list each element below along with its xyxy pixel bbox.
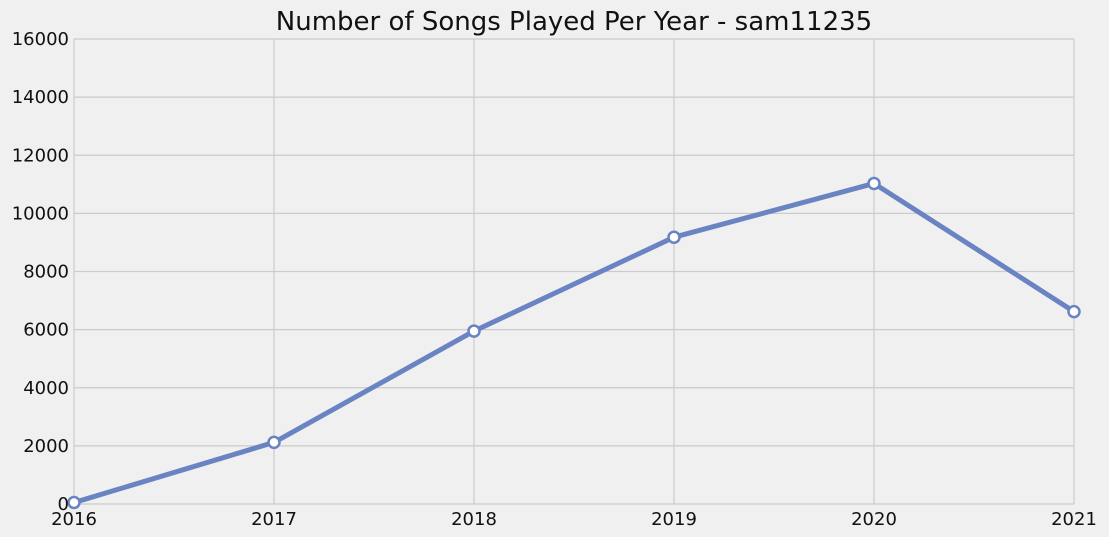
y-tick-label: 14000 <box>12 87 69 108</box>
x-tick-label: 2021 <box>1051 509 1097 530</box>
data-point <box>667 230 681 244</box>
x-axis-ticks: 2016 2017 2018 2019 2020 2021 <box>51 509 1097 530</box>
y-tick-label: 2000 <box>23 436 69 457</box>
x-tick-label: 2018 <box>451 509 497 530</box>
data-point <box>1067 304 1081 319</box>
x-tick-label: 2017 <box>251 509 297 530</box>
y-tick-label: 0 <box>58 494 69 515</box>
x-tick-label: 2020 <box>851 509 897 530</box>
grid-lines <box>73 38 1075 505</box>
data-point <box>467 324 481 338</box>
y-axis-ticks: 0 2000 4000 6000 8000 10000 12000 14000 16000 <box>12 29 69 515</box>
data-point <box>867 176 881 191</box>
data-point <box>67 495 81 510</box>
series-layer <box>67 176 1081 510</box>
x-tick-label: 2019 <box>651 509 697 530</box>
x-tick-label: 2016 <box>51 509 97 530</box>
y-tick-label: 6000 <box>23 320 69 341</box>
y-tick-label: 8000 <box>23 262 69 283</box>
series-line <box>71 180 1077 506</box>
y-tick-label: 10000 <box>12 203 69 224</box>
y-tick-label: 16000 <box>12 29 69 50</box>
data-point <box>267 435 281 450</box>
chart-title: Number of Songs Played Per Year - sam112… <box>276 7 872 37</box>
y-tick-label: 4000 <box>23 378 69 399</box>
y-tick-label: 12000 <box>12 145 69 166</box>
